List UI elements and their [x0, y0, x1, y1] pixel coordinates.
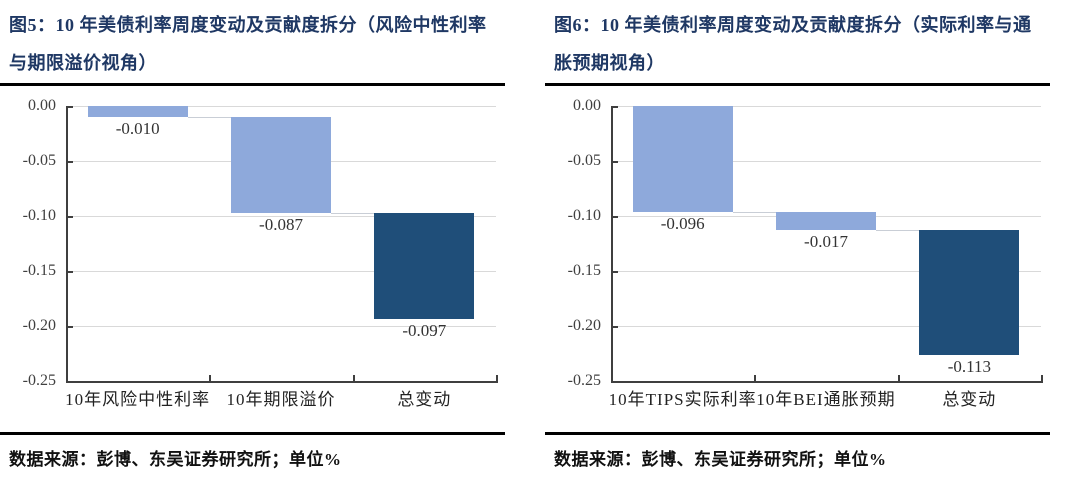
x-category-label: 总变动 — [942, 390, 997, 409]
y-tick-label: -0.20 — [22, 317, 56, 334]
y-axis-tick — [66, 160, 73, 163]
figure-6-title-divider — [545, 83, 1050, 86]
y-tick-label: 0.00 — [28, 97, 56, 114]
x-category-label: 10年期限溢价 — [226, 390, 336, 409]
x-axis-tick — [754, 375, 757, 382]
gridline — [611, 161, 1041, 162]
y-axis-tick — [611, 270, 618, 273]
x-category-label: 10年BEI通胀预期 — [756, 390, 896, 409]
x-category-label: 总变动 — [397, 390, 452, 409]
y-tick-label: -0.15 — [567, 262, 601, 279]
y-tick-label: -0.05 — [22, 152, 56, 169]
y-tick-label: -0.20 — [567, 317, 601, 334]
bar-value-label: -0.097 — [402, 321, 447, 341]
x-axis-tick — [496, 375, 498, 382]
x-axis-tick — [611, 375, 613, 382]
bar-total — [919, 230, 1020, 355]
figure-5-panel: 图5：10 年美债利率周度变动及贡献度拆分（风险中性利率与期限溢价视角） 0.0… — [0, 0, 505, 482]
y-axis-line — [611, 106, 613, 383]
bar-segment-1 — [87, 106, 188, 117]
bar-segment-2 — [775, 211, 877, 231]
figure-6-panel: 图6：10 年美债利率周度变动及贡献度拆分（实际利率与通胀预期视角） 0.00 -… — [545, 0, 1050, 482]
x-axis-tick — [897, 375, 900, 382]
waterfall-connector — [331, 212, 375, 214]
figure-6-source-note: 数据来源：彭博、东吴证券研究所；单位% — [554, 450, 887, 469]
x-category-label: 10年风险中性利率 — [65, 390, 211, 409]
y-tick-label: -0.15 — [22, 262, 56, 279]
y-tick-label: 0.00 — [573, 97, 601, 114]
x-category-label: 10年TIPS实际利率 — [608, 390, 757, 409]
bar-value-label: -0.096 — [660, 213, 705, 233]
figure-5-title-divider — [0, 83, 505, 86]
x-axis-tick — [66, 375, 68, 382]
gridline — [66, 106, 496, 107]
gridline — [66, 326, 496, 327]
x-axis-tick — [209, 375, 212, 382]
y-axis-tick — [611, 325, 618, 328]
figure-6-title: 图6：10 年美债利率周度变动及贡献度拆分（实际利率与通胀预期视角） — [554, 15, 1032, 73]
figure-6-waterfall-chart: 0.00 -0.05 -0.10 -0.15 -0.20 -0.25 -0.096 10年TI… — [545, 86, 1050, 427]
gridline — [611, 326, 1041, 327]
bar-value-label: -0.087 — [259, 214, 303, 234]
bar-segment-1 — [632, 106, 733, 212]
x-axis-tick — [1041, 375, 1043, 382]
y-tick-label: -0.10 — [22, 207, 56, 224]
figure-5-source-note: 数据来源：彭博、东吴证券研究所；单位% — [9, 450, 342, 469]
y-tick-label: -0.25 — [567, 372, 601, 389]
bar-segment-2 — [230, 117, 332, 213]
y-tick-label: -0.10 — [567, 207, 601, 224]
x-axis-line — [66, 381, 498, 383]
bar-value-label: -0.113 — [947, 356, 991, 376]
y-tick-label: -0.05 — [567, 152, 601, 169]
bar-value-label: -0.017 — [804, 232, 848, 252]
y-axis-tick — [66, 105, 73, 108]
y-axis-tick — [66, 270, 73, 273]
x-axis-line — [611, 381, 1043, 383]
y-axis-tick — [66, 325, 73, 328]
y-axis-line — [66, 106, 68, 383]
y-axis-tick — [66, 215, 73, 218]
gridline — [611, 106, 1041, 107]
figure-5-waterfall-chart: 0.00 -0.05 -0.10 -0.15 -0.20 -0.25 -0.010 10年风险… — [0, 86, 505, 427]
gridline — [66, 216, 496, 217]
bar-total — [374, 212, 475, 320]
y-axis-tick — [611, 215, 618, 218]
gridline — [611, 271, 1041, 272]
y-axis-tick — [611, 160, 618, 163]
waterfall-connector — [187, 117, 231, 118]
figure-6-bottom-divider — [545, 432, 1050, 435]
figure-5-bottom-divider — [0, 432, 505, 435]
waterfall-connector — [876, 230, 920, 232]
gridline — [66, 271, 496, 272]
bar-value-label: -0.010 — [115, 119, 160, 138]
figure-5-title: 图5：10 年美债利率周度变动及贡献度拆分（风险中性利率与期限溢价视角） — [9, 15, 487, 73]
x-axis-tick — [352, 375, 355, 382]
waterfall-connector — [732, 211, 776, 213]
y-axis-tick — [611, 105, 618, 108]
y-tick-label: -0.25 — [22, 372, 56, 389]
